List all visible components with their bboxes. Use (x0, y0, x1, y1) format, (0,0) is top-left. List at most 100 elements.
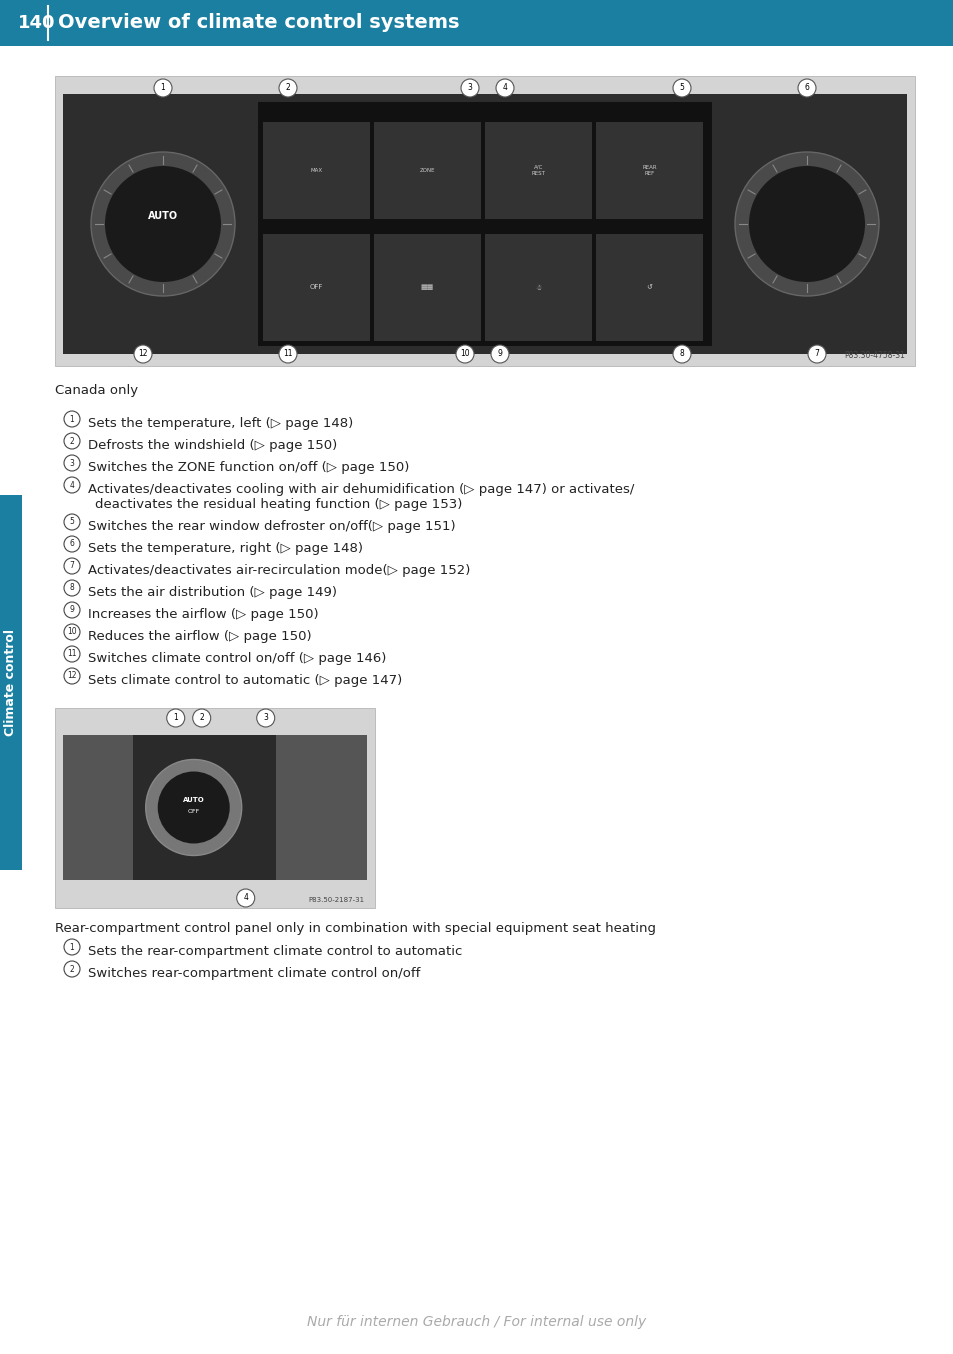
Bar (63, 735, 132, 880)
Bar (374, 122, 480, 219)
Text: AUTO: AUTO (183, 796, 204, 803)
Circle shape (64, 940, 80, 955)
Circle shape (64, 603, 80, 617)
Text: 1: 1 (70, 942, 74, 952)
Circle shape (64, 515, 80, 529)
Text: Reduces the airflow (▷ page 150): Reduces the airflow (▷ page 150) (88, 630, 312, 643)
Text: 7: 7 (814, 349, 819, 359)
Circle shape (278, 345, 296, 363)
Text: Switches the ZONE function on/off (▷ page 150): Switches the ZONE function on/off (▷ pag… (88, 460, 409, 474)
Text: 1: 1 (173, 714, 178, 723)
Circle shape (278, 79, 296, 97)
Bar (257, 102, 711, 347)
Text: P83.50-2187-31: P83.50-2187-31 (309, 896, 365, 903)
Text: 6: 6 (70, 539, 74, 548)
Circle shape (64, 624, 80, 640)
Text: 8: 8 (70, 584, 74, 593)
Text: 2: 2 (70, 436, 74, 445)
Circle shape (64, 477, 80, 493)
Circle shape (456, 345, 474, 363)
Text: Switches the rear window defroster on/off(▷ page 151): Switches the rear window defroster on/of… (88, 520, 456, 533)
Circle shape (64, 668, 80, 684)
Text: Canada only: Canada only (55, 385, 138, 397)
Text: 11: 11 (283, 349, 293, 359)
Circle shape (256, 709, 274, 727)
Bar (63, 735, 367, 880)
Text: AUTO: AUTO (148, 211, 178, 221)
Circle shape (64, 961, 80, 978)
Circle shape (193, 709, 211, 727)
Text: Sets the rear-compartment climate control to automatic: Sets the rear-compartment climate contro… (88, 945, 462, 959)
Circle shape (146, 760, 241, 856)
Text: Defrosts the windshield (▷ page 150): Defrosts the windshield (▷ page 150) (88, 439, 337, 452)
Text: Switches climate control on/off (▷ page 146): Switches climate control on/off (▷ page … (88, 653, 386, 665)
Text: 2: 2 (199, 714, 204, 723)
Circle shape (236, 890, 254, 907)
Text: 7: 7 (70, 562, 74, 570)
Text: 11: 11 (67, 650, 76, 658)
Text: REAR
REF: REAR REF (641, 165, 656, 176)
Text: 6: 6 (803, 84, 808, 92)
Text: 12: 12 (67, 672, 76, 681)
Circle shape (797, 79, 815, 97)
Circle shape (807, 345, 825, 363)
Text: ▦▦: ▦▦ (420, 284, 434, 290)
Text: Rear-compartment control panel only in combination with special equipment seat h: Rear-compartment control panel only in c… (55, 922, 656, 936)
Circle shape (91, 152, 234, 297)
Text: Activates/deactivates cooling with air dehumidification (▷ page 147) or activate: Activates/deactivates cooling with air d… (88, 483, 634, 496)
Text: Climate control: Climate control (5, 630, 17, 737)
Circle shape (153, 79, 172, 97)
Bar (55, 708, 375, 909)
Bar (596, 234, 702, 341)
Text: MAX: MAX (310, 168, 322, 173)
Text: Activates/deactivates air-recirculation mode(▷ page 152): Activates/deactivates air-recirculation … (88, 565, 470, 577)
Text: 9: 9 (70, 605, 74, 615)
Circle shape (491, 345, 509, 363)
Circle shape (64, 536, 80, 552)
Text: 2: 2 (285, 84, 290, 92)
Bar (63, 93, 906, 353)
Bar (0, 496, 22, 871)
Circle shape (672, 79, 690, 97)
Text: 10: 10 (459, 349, 469, 359)
Text: 5: 5 (70, 517, 74, 527)
Text: Sets the air distribution (▷ page 149): Sets the air distribution (▷ page 149) (88, 586, 336, 598)
Text: Sets the temperature, left (▷ page 148): Sets the temperature, left (▷ page 148) (88, 417, 353, 431)
Text: 2: 2 (70, 964, 74, 974)
Text: A/C
REST: A/C REST (531, 165, 545, 176)
Text: Overview of climate control systems: Overview of climate control systems (58, 14, 459, 32)
Circle shape (734, 152, 878, 297)
Text: ↺: ↺ (646, 284, 652, 290)
Text: ZONE: ZONE (419, 168, 435, 173)
Circle shape (167, 709, 185, 727)
Circle shape (64, 455, 80, 471)
Circle shape (157, 772, 230, 844)
Circle shape (64, 646, 80, 662)
Circle shape (496, 79, 514, 97)
Text: Sets the temperature, right (▷ page 148): Sets the temperature, right (▷ page 148) (88, 542, 363, 555)
Text: deactivates the residual heating function (▷ page 153): deactivates the residual heating functio… (95, 498, 462, 510)
Text: 12: 12 (138, 349, 148, 359)
Circle shape (64, 580, 80, 596)
Circle shape (460, 79, 478, 97)
Text: P83.30-4758-31: P83.30-4758-31 (843, 351, 904, 360)
Text: 3: 3 (467, 84, 472, 92)
Text: 10: 10 (67, 627, 77, 636)
Bar (263, 122, 370, 219)
Circle shape (64, 558, 80, 574)
Text: OFF: OFF (310, 284, 323, 290)
Text: Switches rear-compartment climate control on/off: Switches rear-compartment climate contro… (88, 967, 420, 980)
Circle shape (748, 167, 864, 282)
Bar (263, 234, 370, 341)
Bar (484, 122, 592, 219)
Bar (374, 234, 480, 341)
Text: ☃: ☃ (535, 284, 541, 291)
Bar (484, 234, 592, 341)
Text: OFF: OFF (188, 808, 199, 814)
Bar (275, 735, 367, 880)
Bar (55, 76, 914, 366)
Text: Sets climate control to automatic (▷ page 147): Sets climate control to automatic (▷ pag… (88, 674, 402, 686)
Text: 1: 1 (160, 84, 165, 92)
Text: 4: 4 (243, 894, 248, 903)
Text: 3: 3 (263, 714, 268, 723)
